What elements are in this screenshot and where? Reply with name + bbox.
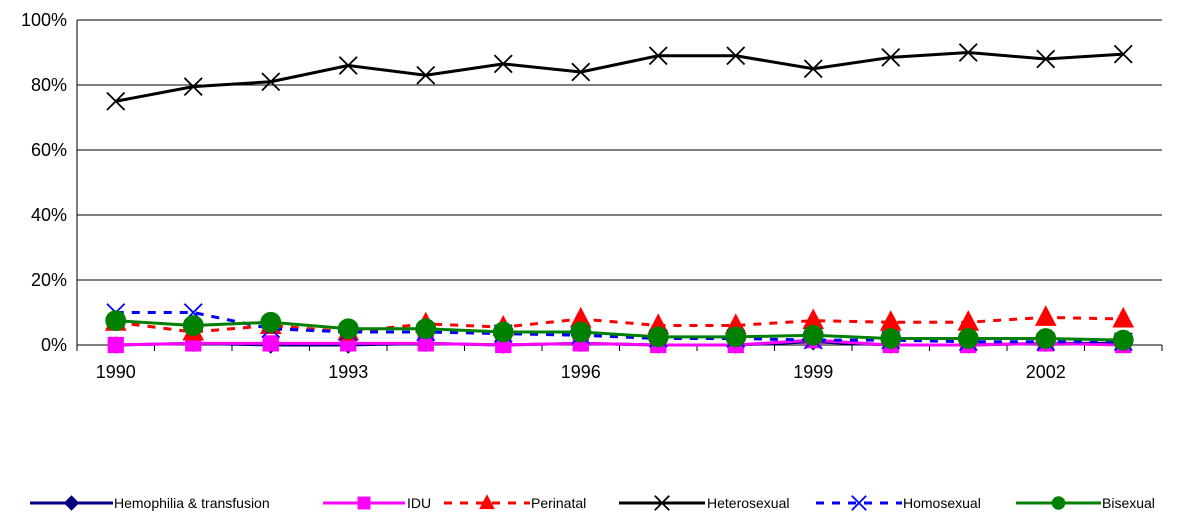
legend-item: Hemophilia & transfusion <box>30 495 270 511</box>
series-layer <box>104 43 1135 354</box>
series-bisexual <box>105 310 1134 351</box>
x-tick-label: 1999 <box>793 362 833 382</box>
data-point <box>571 62 591 82</box>
series-line <box>115 319 1124 342</box>
marker-stroke <box>958 43 978 62</box>
data-point <box>261 72 281 92</box>
legend-marker <box>851 495 867 511</box>
marker-stroke <box>416 65 436 85</box>
data-point <box>107 336 124 354</box>
data-point <box>802 324 824 346</box>
y-tick-label: 40% <box>31 205 67 225</box>
data-point <box>1112 306 1135 328</box>
data-point <box>1035 328 1057 349</box>
series-line <box>115 51 1124 103</box>
legend-marker <box>654 495 670 511</box>
data-point <box>1036 49 1056 69</box>
gridlines <box>76 19 1162 345</box>
y-tick-label: 20% <box>31 270 67 290</box>
legend-label: Perinatal <box>531 495 586 511</box>
legend-marker <box>479 494 495 510</box>
legend-item: Homosexual <box>816 495 981 511</box>
marker-stroke <box>183 77 203 97</box>
data-point <box>492 321 514 343</box>
y-tick-label: 80% <box>31 75 67 95</box>
y-tick-label: 0% <box>41 335 67 355</box>
legend-item: Heterosexual <box>619 495 790 511</box>
data-point <box>726 46 746 66</box>
marker-stroke <box>881 47 901 67</box>
x-tick-label: 2002 <box>1026 362 1066 382</box>
x-axis <box>76 344 1163 351</box>
legend: Hemophilia & transfusion IDU Perinatal Hete… <box>30 494 1155 511</box>
data-point <box>416 65 436 85</box>
x-tick-label: 1993 <box>328 362 368 382</box>
data-point <box>725 326 747 348</box>
data-point <box>338 56 358 75</box>
marker-stroke <box>261 72 281 92</box>
marker-stroke <box>106 91 126 111</box>
legend-marker <box>357 496 371 510</box>
data-point <box>880 328 902 349</box>
data-point <box>1113 44 1133 64</box>
series-line <box>115 338 1124 347</box>
legend-label: Hemophilia & transfusion <box>114 495 270 511</box>
marker-stroke <box>338 56 358 75</box>
data-point <box>1034 305 1057 326</box>
x-tick-label: 1990 <box>96 362 136 382</box>
legend-label: Homosexual <box>903 495 981 511</box>
legend-label: Heterosexual <box>707 495 790 511</box>
data-point <box>493 54 513 74</box>
marker-stroke <box>1036 49 1056 69</box>
data-point <box>262 335 279 352</box>
legend-item: Perinatal <box>444 494 586 511</box>
data-point <box>881 47 901 67</box>
legend-label: IDU <box>407 495 431 511</box>
legend-item: Bisexual <box>1016 495 1155 511</box>
marker-stroke <box>493 54 513 74</box>
legend-label: Bisexual <box>1102 495 1155 511</box>
marker-stroke <box>726 46 746 66</box>
legend-item: IDU <box>323 495 431 511</box>
data-point <box>182 315 204 336</box>
data-point <box>260 311 282 333</box>
data-point <box>183 77 203 97</box>
data-point <box>570 321 592 343</box>
data-point <box>415 318 437 340</box>
x-tick-label: 1996 <box>561 362 601 382</box>
data-point <box>648 46 668 66</box>
data-point <box>958 43 978 62</box>
data-point <box>106 91 126 111</box>
series-heterosexual <box>106 43 1133 111</box>
legend-marker <box>63 495 80 511</box>
y-tick-label: 100% <box>21 10 67 30</box>
data-point <box>647 326 669 348</box>
data-point <box>957 328 979 349</box>
marker-stroke <box>803 59 823 79</box>
x-axis-tick-labels: 1990 1993 1996 1999 2002 <box>96 362 1066 382</box>
data-point <box>337 318 359 340</box>
legend-marker <box>1051 496 1066 510</box>
marker-stroke <box>654 495 670 511</box>
data-point <box>105 310 127 332</box>
marker-stroke <box>648 46 668 66</box>
marker-stroke <box>1113 44 1133 64</box>
y-tick-label: 60% <box>31 140 67 160</box>
y-axis-tick-labels: 0% 20% 40% 60% 80% 100% <box>21 10 67 355</box>
data-point <box>1112 329 1134 351</box>
marker-stroke <box>851 495 867 511</box>
marker-stroke <box>571 62 591 82</box>
data-point <box>803 59 823 79</box>
